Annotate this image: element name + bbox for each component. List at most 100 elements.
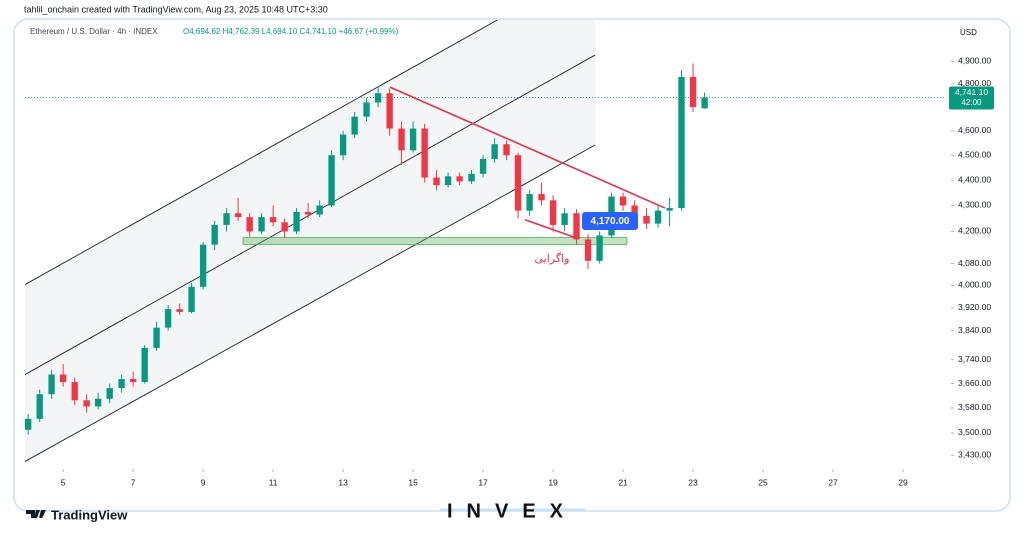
y-tick-label: 4,800.00 [958, 78, 991, 88]
candle-body [36, 394, 43, 419]
candle-body [526, 193, 533, 211]
candle-body [468, 173, 475, 182]
divergence-label: واگرایی [535, 252, 570, 265]
channel-line [25, 144, 596, 462]
y-tick-label: 3,920.00 [958, 302, 991, 312]
channel-line [25, 20, 499, 285]
candle-body [538, 193, 545, 201]
x-tick-label: 15 [408, 477, 418, 487]
candle-body [48, 374, 55, 395]
candle-body [188, 286, 195, 312]
x-tick-label: 7 [131, 477, 136, 487]
countdown: 42:00 [961, 98, 982, 107]
candle-body [433, 177, 440, 186]
candle-body [678, 77, 685, 209]
credit: tahlil_onchain created with TradingView.… [24, 4, 328, 14]
candle-body [223, 213, 230, 225]
candle-body [164, 309, 172, 328]
y-tick-label: 3,840.00 [958, 325, 991, 335]
candle-body [351, 116, 358, 135]
x-tick-label: 19 [548, 477, 558, 487]
candle-body [596, 235, 603, 261]
candle-body [176, 309, 183, 312]
candle-body [456, 176, 463, 182]
candle-body [339, 134, 347, 156]
y-tick-label: 3,660.00 [958, 378, 991, 388]
brand-logo [26, 510, 46, 518]
candle-body [374, 93, 382, 103]
plot-area [25, 20, 945, 462]
x-tick-label: 9 [201, 477, 206, 487]
x-tick-label: 13 [338, 477, 348, 487]
y-tick-label: 4,900.00 [958, 55, 991, 65]
candle-body [83, 400, 90, 407]
candle-body [246, 217, 253, 232]
candle-body [619, 196, 627, 206]
candle-body [304, 211, 312, 215]
candle-body [199, 244, 207, 287]
candle-body [386, 93, 393, 129]
candle-body [549, 200, 557, 225]
brand: TradingView [51, 507, 128, 522]
y-tick-label: 3,740.00 [958, 354, 991, 364]
channel-line [25, 54, 596, 375]
currency: USD [960, 28, 977, 37]
price-label: 4,741.10 [955, 87, 988, 97]
candle-body [211, 224, 218, 245]
channel-fill [25, 20, 596, 462]
x-tick-label: 11 [269, 477, 278, 487]
candle-body [479, 158, 487, 174]
y-tick-label: 4,000.00 [958, 280, 991, 290]
y-tick-label: 4,600.00 [958, 125, 991, 135]
legend: Ethereum / U.S. Dollar · 4h · INDEX [30, 27, 158, 36]
candle-body [584, 239, 592, 261]
candle-body [106, 388, 113, 399]
y-tick-label: 3,580.00 [958, 402, 991, 412]
candle-body [71, 382, 78, 401]
candle-body [643, 215, 650, 224]
trend-line [389, 86, 666, 209]
candle-body [25, 418, 32, 430]
candle-body [269, 217, 277, 223]
x-tick-label: 25 [758, 477, 768, 487]
support-zone [242, 237, 628, 245]
candle-body [316, 205, 323, 215]
y-tick-label: 3,500.00 [958, 427, 991, 437]
candle-body [409, 128, 417, 151]
candle-body [281, 222, 288, 232]
y-tick-label: 4,300.00 [958, 200, 991, 210]
x-tick-label: 27 [828, 477, 838, 487]
callout: 4,170.00 [591, 216, 630, 227]
candle-body [293, 211, 300, 232]
candle-body [444, 176, 452, 186]
candle-body [363, 102, 370, 117]
x-tick-label: 29 [898, 477, 908, 487]
ohlc: O4,694.62 H4,762.39 L4,694.10 C4,741.10 … [183, 27, 399, 36]
price-label-box [949, 86, 994, 110]
candle-body [153, 327, 160, 348]
candle-body [573, 213, 580, 240]
x-tick-label: 17 [478, 477, 488, 487]
candle-body [398, 128, 405, 151]
y-tick-label: 4,080.00 [958, 258, 991, 268]
candle-body [689, 77, 697, 108]
y-tick-label: 3,430.00 [958, 450, 991, 460]
candle-body [258, 217, 265, 232]
x-tick-label: 23 [688, 477, 698, 487]
candle-body [631, 205, 638, 216]
candle-body [421, 128, 428, 178]
x-tick-label: 5 [61, 477, 66, 487]
candle-body [59, 374, 67, 383]
y-tick-label: 4,200.00 [958, 226, 991, 236]
candle-body [94, 398, 102, 407]
y-tick-label: 4,500.00 [958, 149, 991, 159]
candle-body [129, 379, 137, 383]
callout-box [582, 212, 638, 230]
candle-body [561, 213, 568, 225]
y-tick-label: 4,400.00 [958, 174, 991, 184]
x-tick-label: 21 [618, 477, 628, 487]
candle-body [118, 379, 125, 389]
candle-body [491, 144, 498, 159]
